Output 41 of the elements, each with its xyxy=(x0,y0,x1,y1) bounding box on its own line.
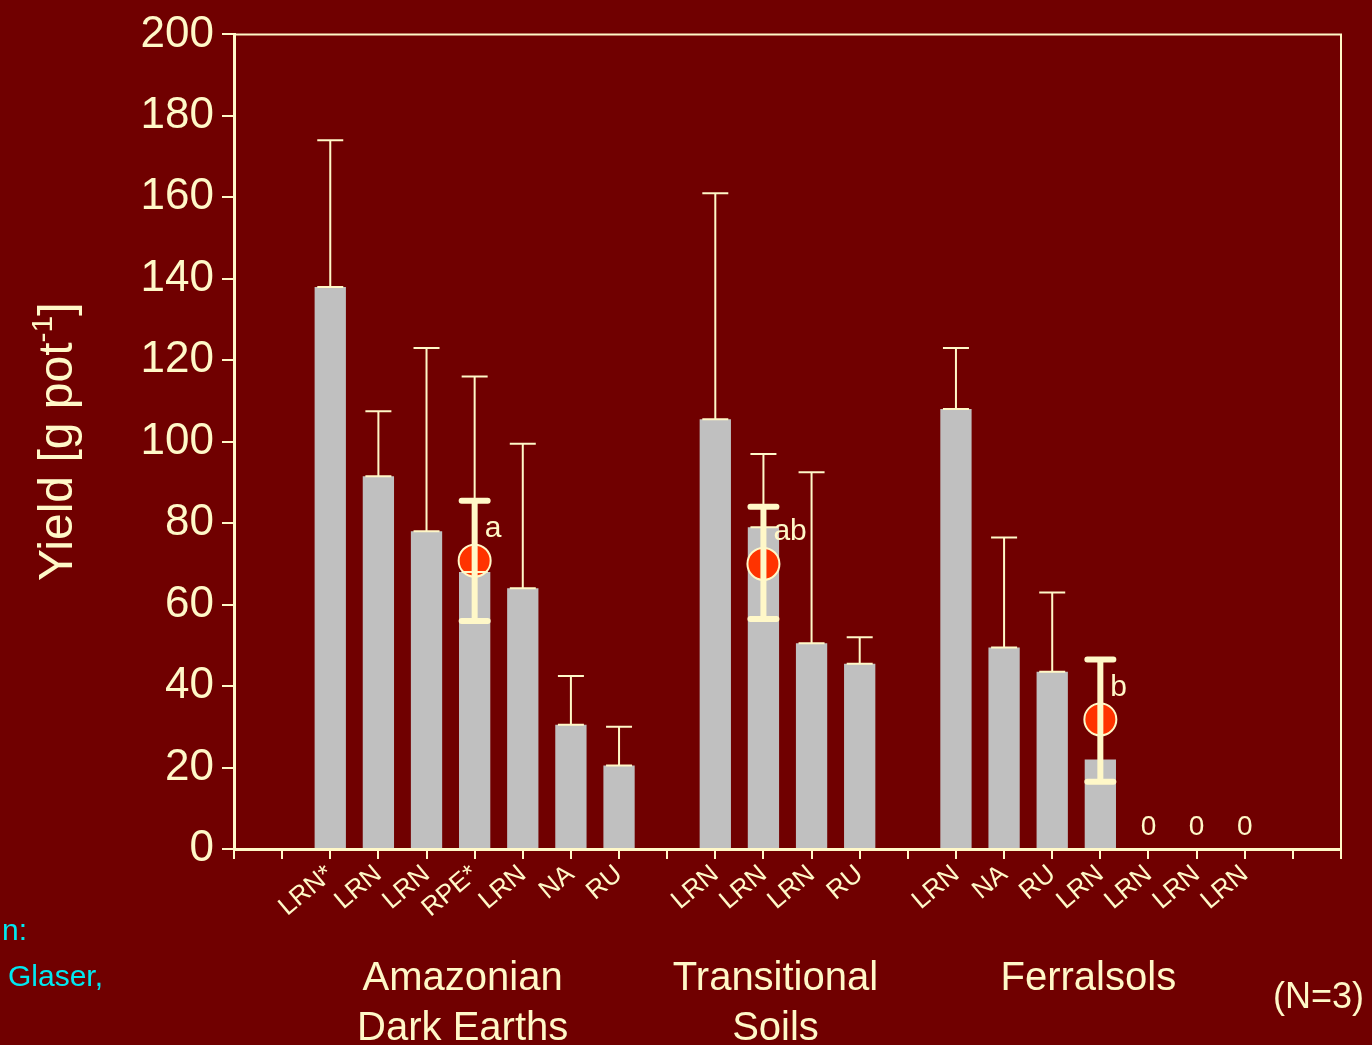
y-tick-label: 160 xyxy=(140,169,214,219)
data-label: 0 xyxy=(1236,809,1253,841)
bar xyxy=(603,765,635,848)
text: Transitional Soils xyxy=(672,954,879,1045)
y-tick-label: 140 xyxy=(140,250,214,300)
bar xyxy=(507,588,539,848)
bar xyxy=(410,531,443,848)
data-label: 0 xyxy=(1188,809,1205,841)
y-tick-label: 20 xyxy=(165,739,214,789)
text: Amazonian Dark Earths xyxy=(357,954,569,1045)
y-tick-label: 180 xyxy=(140,88,214,137)
x-tick-label: NA xyxy=(965,857,1014,905)
y-tick-label: 120 xyxy=(140,332,214,382)
y-tick-label: 60 xyxy=(165,576,214,626)
text: Ferralsols xyxy=(1000,954,1177,998)
text: Glaser, xyxy=(8,959,104,992)
bar xyxy=(940,409,972,848)
bar xyxy=(362,476,395,848)
bar xyxy=(844,663,876,848)
bar xyxy=(699,419,731,848)
x-tick-label: RU xyxy=(820,858,869,906)
y-tick-label: 200 xyxy=(140,6,214,56)
x-tick-label: NA xyxy=(532,857,580,905)
y-tick-label: 40 xyxy=(165,658,214,708)
data-label: b xyxy=(1110,668,1128,702)
bar xyxy=(988,647,1020,848)
y-axis-title: Yield [g pot-1] xyxy=(25,302,82,581)
bar xyxy=(555,724,587,848)
text: n: xyxy=(2,913,28,946)
text: (N=3) xyxy=(1272,975,1364,1016)
y-tick-label: 100 xyxy=(140,413,214,463)
bar xyxy=(459,572,491,848)
y-tick-label: 80 xyxy=(165,495,214,545)
bar xyxy=(314,286,346,848)
bar xyxy=(1036,671,1068,848)
data-label: ab xyxy=(773,513,807,547)
y-tick-label: 0 xyxy=(189,821,214,871)
data-label: 0 xyxy=(1140,809,1157,841)
x-tick-label: RU xyxy=(579,858,628,906)
bar xyxy=(795,643,828,848)
data-label: a xyxy=(484,509,502,543)
